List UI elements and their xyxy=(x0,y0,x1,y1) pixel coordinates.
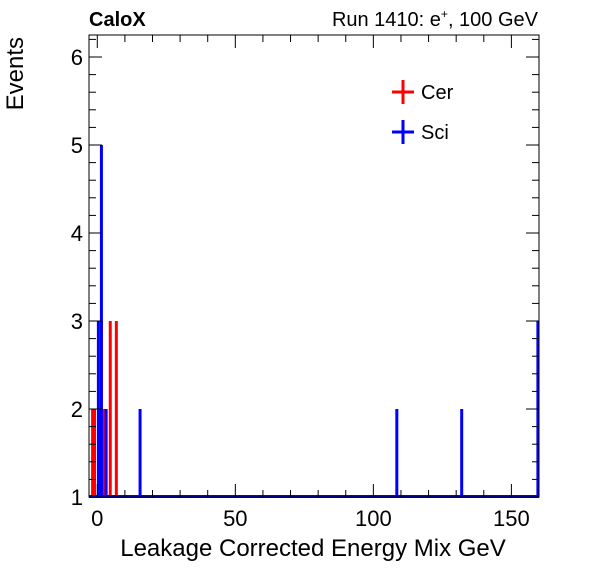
series-cer xyxy=(89,321,539,498)
y-tick-label: 1 xyxy=(71,485,83,510)
x-tick-label: 150 xyxy=(493,506,530,531)
bar-cer-5 xyxy=(108,321,112,497)
y-tick-label: 2 xyxy=(71,397,83,422)
legend-label: Sci xyxy=(421,122,449,144)
plot-frame xyxy=(88,34,540,498)
y-tick-label: 5 xyxy=(71,133,83,158)
x-tick-label: 100 xyxy=(355,506,392,531)
y-tick-label: 3 xyxy=(71,309,83,334)
bar-sci-4 xyxy=(395,409,399,497)
legend-entry-sci: Sci xyxy=(392,120,449,144)
bar-sci-2 xyxy=(104,409,108,497)
x-axis-label: Leakage Corrected Energy Mix GeV xyxy=(120,535,506,562)
legend-entry-cer: Cer xyxy=(392,80,454,104)
y-axis-label: Events xyxy=(2,37,29,110)
x-tick-label: 0 xyxy=(91,506,103,531)
bar-cer-6 xyxy=(114,321,118,497)
bar-sci-3 xyxy=(138,409,142,497)
x-tick-label: 50 xyxy=(223,506,247,531)
experiment-label: CaloX xyxy=(89,9,146,31)
legend-label: Cer xyxy=(421,82,454,104)
bar-cer-1 xyxy=(93,409,97,497)
legend: Cer Sci xyxy=(392,80,454,144)
axis-ticks: 0 50 100 150 1 2 3 4 5 6 xyxy=(71,35,540,531)
y-tick-label: 6 xyxy=(71,45,83,70)
bar-cer-0 xyxy=(91,409,95,497)
plot-area xyxy=(89,145,540,498)
y-tick-label: 4 xyxy=(71,221,83,246)
bar-cer-4 xyxy=(102,409,106,497)
bar-sci-5 xyxy=(460,409,464,497)
series-sci xyxy=(89,145,540,498)
run-info-label: Run 1410: e+, 100 GeV xyxy=(332,7,539,31)
